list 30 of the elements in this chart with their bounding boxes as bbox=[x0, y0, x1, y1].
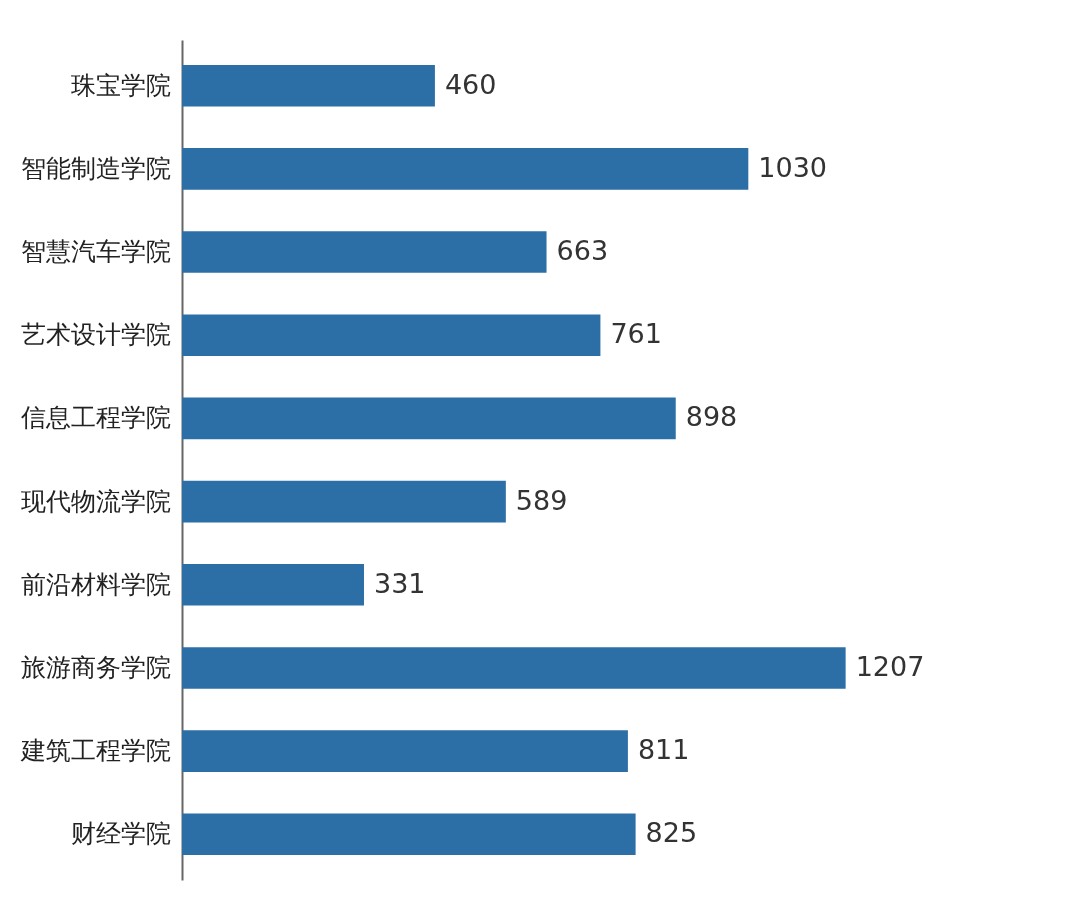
data-label: 331 bbox=[373, 567, 426, 599]
y-tick-label: 智能制造学院 bbox=[20, 153, 171, 183]
data-label: 811 bbox=[637, 734, 690, 766]
bar bbox=[182, 397, 676, 440]
bar bbox=[182, 647, 846, 689]
data-label: 460 bbox=[444, 68, 497, 100]
bar bbox=[182, 813, 636, 856]
y-tick-label: 信息工程学院 bbox=[20, 403, 171, 433]
data-label: 825 bbox=[645, 817, 698, 849]
y-tick-label: 前沿材料学院 bbox=[20, 569, 171, 599]
data-label: 589 bbox=[515, 484, 568, 516]
bar bbox=[182, 730, 628, 772]
y-tick-label: 财经学院 bbox=[70, 819, 171, 849]
y-tick-label: 珠宝学院 bbox=[70, 70, 171, 100]
y-tick-label: 旅游商务学院 bbox=[20, 652, 171, 682]
y-tick-label: 现代物流学院 bbox=[20, 486, 171, 516]
bar bbox=[182, 148, 749, 190]
data-label: 1030 bbox=[758, 151, 828, 183]
y-tick-label: 建筑工程学院 bbox=[19, 736, 171, 766]
data-label: 663 bbox=[556, 235, 609, 267]
y-tick-label: 智慧汽车学院 bbox=[20, 237, 171, 267]
y-tick-label: 艺术设计学院 bbox=[20, 320, 171, 350]
bar bbox=[182, 480, 506, 523]
bar bbox=[182, 314, 601, 357]
data-label: 1207 bbox=[855, 650, 925, 682]
data-label: 898 bbox=[685, 401, 738, 433]
bar bbox=[182, 64, 435, 107]
data-label: 761 bbox=[610, 318, 662, 350]
bar bbox=[182, 231, 547, 273]
bar bbox=[182, 563, 364, 606]
